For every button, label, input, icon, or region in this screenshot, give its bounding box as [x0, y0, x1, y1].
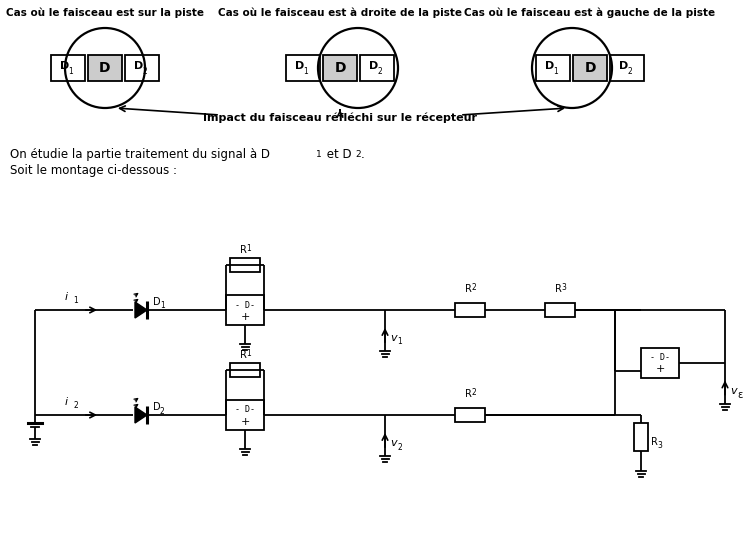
Bar — [286, 55, 320, 81]
Text: 2: 2 — [471, 283, 475, 292]
Text: i: i — [65, 292, 68, 302]
Text: 2: 2 — [628, 68, 632, 76]
Bar — [573, 55, 607, 81]
Text: 2: 2 — [160, 406, 164, 416]
Polygon shape — [135, 302, 147, 318]
Text: D: D — [369, 61, 379, 71]
Text: 1: 1 — [68, 68, 74, 76]
Bar — [536, 55, 570, 81]
Bar — [323, 55, 357, 81]
Text: ε: ε — [737, 389, 743, 400]
Text: Impact du faisceau réfléchi sur le récepteur: Impact du faisceau réfléchi sur le récep… — [203, 113, 477, 123]
Text: Cas où le faisceau est à droite de la piste: Cas où le faisceau est à droite de la pi… — [218, 8, 462, 19]
Text: +: + — [240, 417, 249, 427]
Bar — [226, 400, 264, 430]
Bar — [641, 348, 679, 378]
Text: R: R — [555, 284, 562, 294]
Text: 3: 3 — [561, 283, 566, 292]
Text: Soit le montage ci-dessous :: Soit le montage ci-dessous : — [10, 164, 177, 177]
Text: R: R — [240, 245, 247, 255]
Bar — [230, 258, 260, 272]
Text: 1: 1 — [397, 338, 402, 346]
Text: 1: 1 — [246, 244, 251, 253]
Text: R: R — [465, 284, 472, 294]
Text: +: + — [656, 365, 665, 374]
Text: - D-: - D- — [235, 300, 255, 310]
Polygon shape — [135, 407, 147, 423]
Text: - D-: - D- — [650, 353, 670, 362]
Text: 1: 1 — [246, 349, 251, 358]
Text: +: + — [240, 312, 249, 322]
Text: D: D — [295, 61, 305, 71]
Text: 1: 1 — [553, 68, 559, 76]
Text: Cas où le faisceau est à gauche de la piste: Cas où le faisceau est à gauche de la pi… — [464, 8, 716, 19]
Text: R: R — [240, 350, 247, 360]
Text: D: D — [60, 61, 70, 71]
Text: 3: 3 — [657, 441, 662, 451]
Text: D: D — [153, 297, 161, 307]
Text: On étudie la partie traitement du signal à D: On étudie la partie traitement du signal… — [10, 148, 270, 161]
Bar — [226, 295, 264, 325]
Text: R: R — [465, 389, 472, 399]
Text: 1: 1 — [73, 296, 78, 305]
Bar — [51, 55, 85, 81]
Text: D: D — [134, 61, 143, 71]
Text: D: D — [153, 402, 161, 412]
Text: 2: 2 — [471, 388, 475, 397]
Bar — [360, 55, 394, 81]
Text: - D-: - D- — [235, 406, 255, 414]
Text: 2: 2 — [143, 68, 147, 76]
Text: 1: 1 — [316, 150, 321, 159]
Text: 1: 1 — [303, 68, 309, 76]
Text: D: D — [545, 61, 555, 71]
Bar — [634, 423, 648, 451]
Bar — [610, 55, 644, 81]
Text: 2: 2 — [397, 442, 402, 451]
Bar — [455, 408, 485, 422]
Text: R: R — [651, 437, 658, 447]
Text: 2: 2 — [378, 68, 382, 76]
Text: v: v — [390, 438, 397, 448]
Text: i: i — [65, 397, 68, 407]
Bar — [88, 55, 122, 81]
Text: Cas où le faisceau est sur la piste: Cas où le faisceau est sur la piste — [6, 8, 204, 19]
Text: D: D — [334, 61, 345, 75]
Bar — [545, 303, 575, 317]
Text: et D: et D — [323, 148, 351, 161]
Bar — [230, 363, 260, 377]
Text: 2: 2 — [355, 150, 360, 159]
Text: v: v — [390, 333, 397, 343]
Text: 1: 1 — [160, 301, 164, 311]
Text: v: v — [730, 385, 737, 395]
Bar — [125, 55, 159, 81]
Text: D: D — [584, 61, 596, 75]
Text: 2: 2 — [73, 401, 78, 410]
Bar — [455, 303, 485, 317]
Text: D: D — [99, 61, 110, 75]
Text: D: D — [620, 61, 629, 71]
Text: .: . — [361, 148, 365, 161]
